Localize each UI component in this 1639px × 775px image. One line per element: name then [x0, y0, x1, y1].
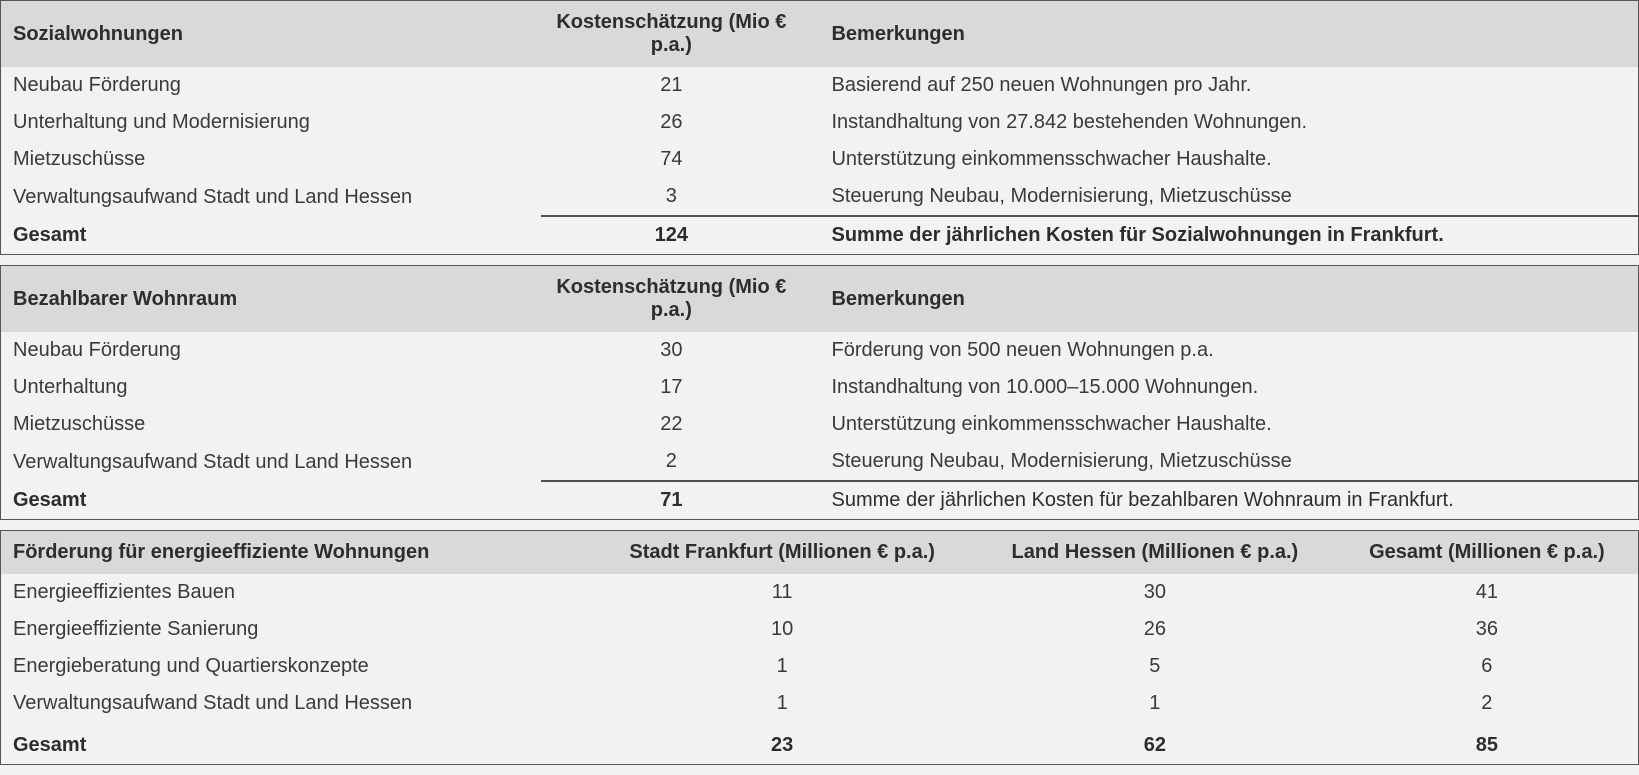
row-label: Neubau Förderung — [1, 67, 541, 104]
table-row: Verwaltungsaufwand Stadt und Land Hessen… — [1, 178, 1638, 216]
row-c2: 30 — [974, 574, 1336, 611]
row-cost: 26 — [541, 104, 819, 141]
row-c1: 10 — [590, 611, 974, 648]
table-row: Verwaltungsaufwand Stadt und Land Hessen… — [1, 685, 1638, 722]
row-c2: 26 — [974, 611, 1336, 648]
table-bezahlbarer-wohnraum: Bezahlbarer Wohnraum Kostenschätzung (Mi… — [0, 265, 1639, 520]
row-cost: 17 — [541, 369, 819, 406]
total-label: Gesamt — [1, 481, 541, 519]
table-row: Verwaltungsaufwand Stadt und Land Hessen… — [1, 443, 1638, 481]
total-c2: 62 — [974, 722, 1336, 764]
row-label: Energieeffiziente Sanierung — [1, 611, 590, 648]
row-remark: Steuerung Neubau, Modernisierung, Mietzu… — [819, 443, 1638, 481]
total-label: Gesamt — [1, 216, 541, 254]
row-label: Unterhaltung — [1, 369, 541, 406]
table-header-row: Bezahlbarer Wohnraum Kostenschätzung (Mi… — [1, 266, 1638, 332]
row-label: Mietzuschüsse — [1, 406, 541, 443]
table-total-row: Gesamt 71 Summe der jährlichen Kosten fü… — [1, 481, 1638, 519]
total-remark: Summe der jährlichen Kosten für bezahlba… — [819, 481, 1638, 519]
col-header: Gesamt (Millionen € p.a.) — [1336, 531, 1638, 574]
table-row: Unterhaltung und Modernisierung 26 Insta… — [1, 104, 1638, 141]
row-cost: 74 — [541, 141, 819, 178]
col-header: Kostenschätzung (Mio € p.a.) — [541, 266, 819, 332]
col-header: Kostenschätzung (Mio € p.a.) — [541, 1, 819, 67]
row-c1: 1 — [590, 685, 974, 722]
col-header: Sozialwohnungen — [1, 1, 541, 67]
total-cost: 124 — [541, 216, 819, 254]
table-row: Energieeffiziente Sanierung 10 26 36 — [1, 611, 1638, 648]
total-cost: 71 — [541, 481, 819, 519]
row-c3: 2 — [1336, 685, 1638, 722]
row-c3: 6 — [1336, 648, 1638, 685]
total-c1: 23 — [590, 722, 974, 764]
col-header: Bemerkungen — [819, 266, 1638, 332]
row-cost: 30 — [541, 332, 819, 369]
row-cost: 21 — [541, 67, 819, 104]
row-remark: Förderung von 500 neuen Wohnungen p.a. — [819, 332, 1638, 369]
row-remark: Steuerung Neubau, Modernisierung, Mietzu… — [819, 178, 1638, 216]
col-header: Bezahlbarer Wohnraum — [1, 266, 541, 332]
table-total-row: Gesamt 124 Summe der jährlichen Kosten f… — [1, 216, 1638, 254]
total-remark: Summe der jährlichen Kosten für Sozialwo… — [819, 216, 1638, 254]
row-label: Mietzuschüsse — [1, 141, 541, 178]
row-remark: Instandhaltung von 27.842 bestehenden Wo… — [819, 104, 1638, 141]
table-row: Neubau Förderung 30 Förderung von 500 ne… — [1, 332, 1638, 369]
row-remark: Instandhaltung von 10.000–15.000 Wohnung… — [819, 369, 1638, 406]
row-c3: 36 — [1336, 611, 1638, 648]
row-c1: 11 — [590, 574, 974, 611]
col-header: Bemerkungen — [819, 1, 1638, 67]
col-header: Land Hessen (Millionen € p.a.) — [974, 531, 1336, 574]
row-c3: 41 — [1336, 574, 1638, 611]
col-header: Förderung für energieeffiziente Wohnunge… — [1, 531, 590, 574]
table-row: Energieberatung und Quartierskonzepte 1 … — [1, 648, 1638, 685]
table-row: Neubau Förderung 21 Basierend auf 250 ne… — [1, 67, 1638, 104]
total-c3: 85 — [1336, 722, 1638, 764]
table-total-row: Gesamt 23 62 85 — [1, 722, 1638, 764]
table-energieeffiziente-wohnungen: Förderung für energieeffiziente Wohnunge… — [0, 530, 1639, 765]
row-remark: Unterstützung einkommensschwacher Hausha… — [819, 141, 1638, 178]
row-cost: 2 — [541, 443, 819, 481]
table-row: Unterhaltung 17 Instandhaltung von 10.00… — [1, 369, 1638, 406]
row-cost: 22 — [541, 406, 819, 443]
row-label: Verwaltungsaufwand Stadt und Land Hessen — [1, 178, 541, 216]
table-sozialwohnungen: Sozialwohnungen Kostenschätzung (Mio € p… — [0, 0, 1639, 255]
col-header: Stadt Frankfurt (Millionen € p.a.) — [590, 531, 974, 574]
row-c2: 1 — [974, 685, 1336, 722]
row-c2: 5 — [974, 648, 1336, 685]
table-row: Mietzuschüsse 74 Unterstützung einkommen… — [1, 141, 1638, 178]
row-label: Verwaltungsaufwand Stadt und Land Hessen — [1, 443, 541, 481]
row-cost: 3 — [541, 178, 819, 216]
table-row: Energieeffizientes Bauen 11 30 41 — [1, 574, 1638, 611]
row-remark: Basierend auf 250 neuen Wohnungen pro Ja… — [819, 67, 1638, 104]
table-row: Mietzuschüsse 22 Unterstützung einkommen… — [1, 406, 1638, 443]
row-label: Unterhaltung und Modernisierung — [1, 104, 541, 141]
row-remark: Unterstützung einkommensschwacher Hausha… — [819, 406, 1638, 443]
table-header-row: Sozialwohnungen Kostenschätzung (Mio € p… — [1, 1, 1638, 67]
table-header-row: Förderung für energieeffiziente Wohnunge… — [1, 531, 1638, 574]
total-label: Gesamt — [1, 722, 590, 764]
row-c1: 1 — [590, 648, 974, 685]
row-label: Neubau Förderung — [1, 332, 541, 369]
row-label: Energieeffizientes Bauen — [1, 574, 590, 611]
row-label: Energieberatung und Quartierskonzepte — [1, 648, 590, 685]
row-label: Verwaltungsaufwand Stadt und Land Hessen — [1, 685, 590, 722]
